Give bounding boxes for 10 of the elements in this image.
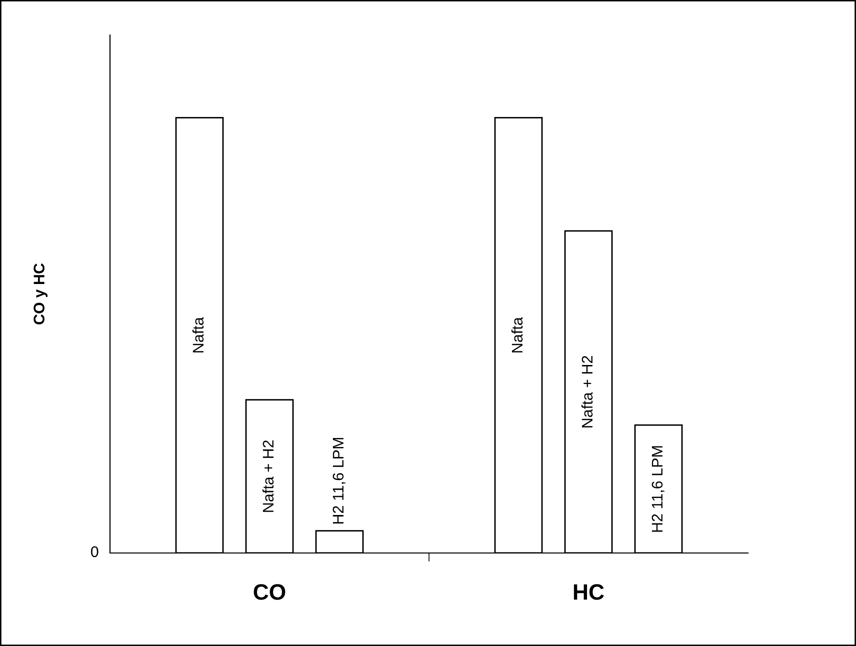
text: H2 11,6 LPM [332,438,346,524]
series-label: Nafta [511,317,523,352]
y-axis-title: CO y HC [34,263,48,324]
x-tick-label: HC [574,584,604,600]
text: Nafta + H2 [581,356,593,428]
x-tick-label: CO [254,584,286,600]
text: 0 [90,546,98,558]
text: H2 11,6 LPM [652,446,664,532]
text: Nafta [192,317,204,352]
series-label: Nafta + H2 [262,440,274,512]
